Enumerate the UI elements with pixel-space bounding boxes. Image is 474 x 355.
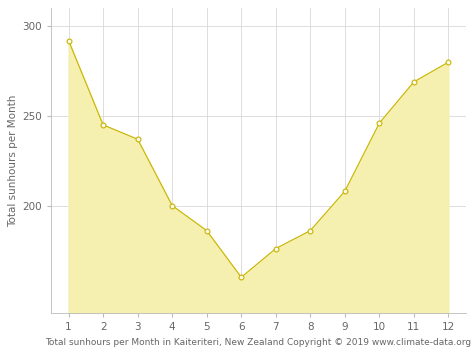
Y-axis label: Total sunhours per Month: Total sunhours per Month bbox=[9, 94, 18, 227]
X-axis label: Total sunhours per Month in Kaiteriteri, New Zealand Copyright © 2019 www.climat: Total sunhours per Month in Kaiteriteri,… bbox=[46, 338, 472, 347]
